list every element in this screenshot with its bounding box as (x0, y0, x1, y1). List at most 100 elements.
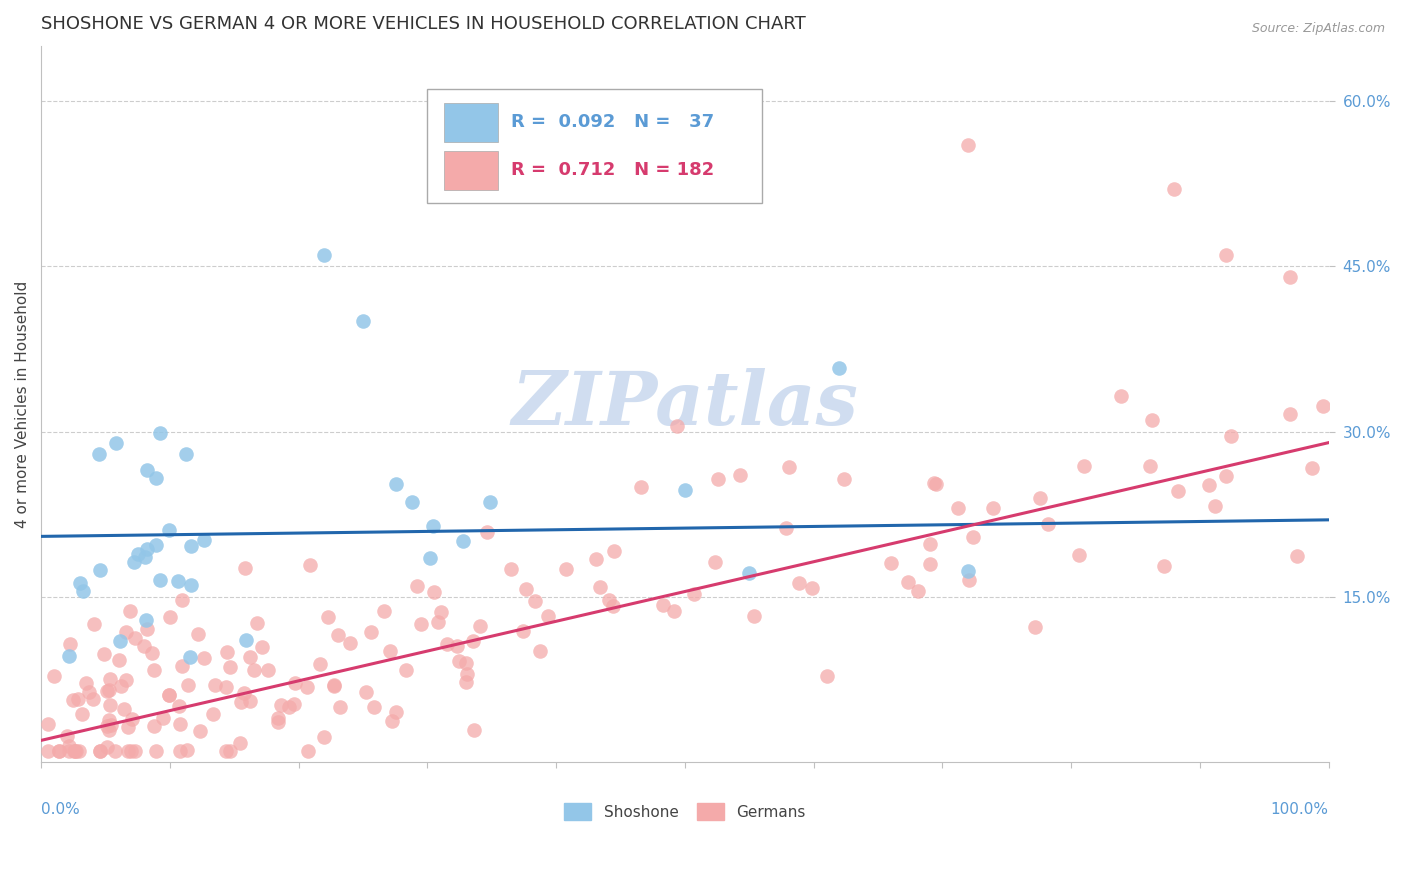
Point (328, 628, 350, 642)
Point (83, 616, 105, 631)
Point (169, 744, 191, 758)
Point (1024, 620, 1046, 634)
Point (37, 717, 59, 731)
Point (380, 644, 402, 658)
Point (385, 477, 408, 491)
Y-axis label: 4 or more Vehicles in Household: 4 or more Vehicles in Household (15, 280, 30, 528)
Point (429, 605, 451, 619)
Point (242, 663, 264, 677)
Point (879, 556, 901, 570)
Point (524, 594, 547, 608)
Point (233, 561, 256, 575)
Point (946, 501, 969, 516)
Point (63, 744, 86, 758)
Point (96, 719, 118, 733)
Point (72, 584, 94, 599)
Point (298, 558, 321, 573)
Point (1312, 399, 1334, 413)
Point (143, 719, 166, 733)
Point (957, 565, 980, 579)
Point (1069, 549, 1091, 563)
Point (215, 744, 238, 758)
Point (96, 684, 118, 698)
Point (1029, 491, 1052, 505)
Point (815, 669, 838, 683)
Point (363, 699, 385, 714)
Point (89, 744, 111, 758)
Point (169, 717, 191, 731)
Point (405, 579, 427, 593)
Point (97, 682, 120, 697)
Point (157, 688, 180, 702)
Point (69, 744, 91, 758)
Point (339, 636, 361, 650)
Point (135, 463, 157, 477)
Point (257, 663, 280, 677)
Point (58, 649, 80, 664)
Point (1215, 248, 1237, 262)
Text: 100.0%: 100.0% (1271, 802, 1329, 817)
Point (461, 634, 484, 648)
Point (314, 248, 336, 262)
Text: SHOSHONE VS GERMAN 4 OR MORE VEHICLES IN HOUSEHOLD CORRELATION CHART: SHOSHONE VS GERMAN 4 OR MORE VEHICLES IN… (41, 15, 806, 33)
Point (159, 610, 181, 624)
Point (62, 692, 84, 706)
Point (703, 555, 725, 569)
Point (373, 604, 395, 618)
Point (1204, 499, 1226, 513)
Point (115, 624, 138, 639)
FancyBboxPatch shape (444, 103, 498, 143)
Point (778, 459, 800, 474)
Point (219, 744, 242, 758)
Point (89, 744, 111, 758)
Point (270, 698, 292, 712)
Point (585, 551, 607, 566)
Point (297, 744, 319, 758)
Point (454, 675, 477, 690)
Point (93, 647, 115, 661)
Point (834, 472, 856, 486)
Point (323, 679, 346, 693)
Point (134, 549, 156, 564)
Point (174, 447, 197, 461)
Point (143, 663, 166, 677)
Point (170, 593, 193, 607)
Point (957, 137, 980, 152)
Point (204, 677, 226, 691)
Point (63, 744, 86, 758)
Point (352, 314, 374, 328)
Point (707, 472, 730, 486)
Legend: Shoshone, Germans: Shoshone, Germans (558, 797, 813, 827)
Point (42, 669, 65, 683)
FancyBboxPatch shape (427, 88, 762, 203)
Point (187, 627, 209, 641)
Point (423, 585, 446, 599)
Point (1153, 559, 1175, 574)
Text: R =  0.092   N =   37: R = 0.092 N = 37 (510, 113, 714, 131)
Point (1167, 483, 1189, 498)
Point (1285, 549, 1308, 563)
Point (422, 518, 444, 533)
Point (381, 714, 404, 728)
Point (981, 500, 1004, 515)
Point (499, 562, 522, 576)
Point (477, 525, 499, 540)
Point (427, 615, 450, 629)
Point (529, 644, 551, 658)
Point (124, 632, 146, 646)
Point (239, 694, 262, 708)
Point (59, 637, 82, 651)
Point (112, 702, 135, 716)
Point (1301, 460, 1323, 475)
Point (463, 723, 485, 737)
Point (229, 696, 252, 710)
Point (323, 678, 346, 692)
Point (283, 697, 305, 711)
Point (449, 654, 471, 668)
Point (787, 576, 810, 591)
Point (409, 616, 432, 631)
Point (157, 688, 180, 702)
Point (246, 616, 269, 631)
Point (167, 698, 190, 713)
Point (266, 715, 288, 730)
